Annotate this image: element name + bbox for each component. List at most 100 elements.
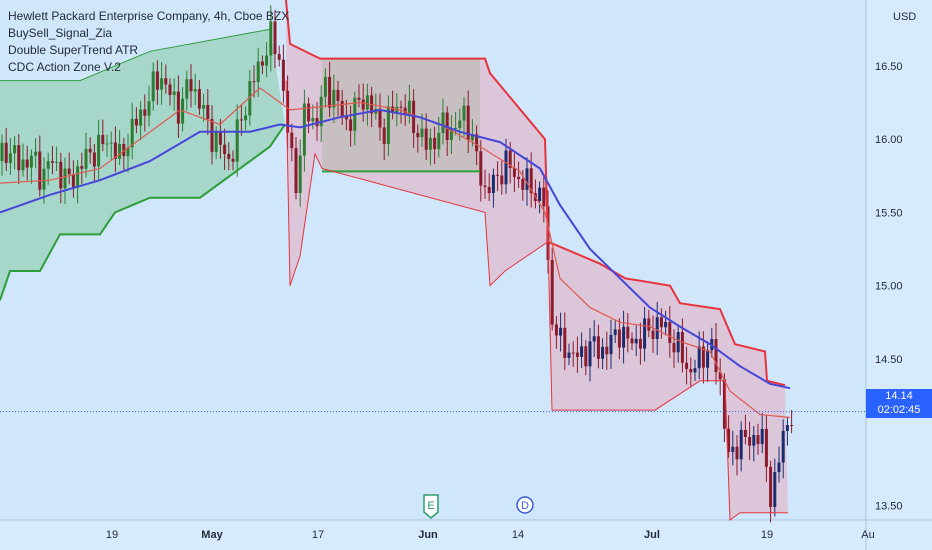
candle-body <box>601 346 605 359</box>
candle-body <box>790 425 794 427</box>
candle-body <box>113 142 117 159</box>
candle-body <box>760 428 764 445</box>
candle-body <box>97 134 101 167</box>
candle-body <box>382 127 386 144</box>
candle-body <box>613 329 617 335</box>
candle-body <box>206 104 210 119</box>
candle-body <box>0 142 4 162</box>
candle-body <box>470 134 474 141</box>
price-tick-label: 16.50 <box>875 61 903 73</box>
candle-body <box>101 134 105 145</box>
candle-body <box>323 76 327 97</box>
last-price-label: 14.14 02:02:45 <box>866 389 932 418</box>
candle-body <box>659 317 663 328</box>
candle-body <box>294 148 298 194</box>
candle-body <box>735 446 739 460</box>
candle-body <box>622 326 626 348</box>
candle-body <box>441 112 445 133</box>
candle-body <box>529 168 533 194</box>
candle-body <box>130 118 134 148</box>
candle-body <box>122 143 126 157</box>
candle-body <box>139 109 143 126</box>
time-tick-label: 14 <box>512 529 524 541</box>
candle-body <box>592 336 596 342</box>
candle-body <box>752 434 756 446</box>
chart-legend: Hewlett Packard Enterprise Company, 4h, … <box>8 8 289 76</box>
candle-body <box>202 104 206 109</box>
candle-body <box>286 90 290 133</box>
candle-body <box>769 466 773 508</box>
earnings-marker <box>423 494 439 519</box>
candle-body <box>399 106 403 108</box>
candle-body <box>508 150 512 169</box>
indicator-supertrend[interactable]: Double SuperTrend ATR <box>8 43 139 57</box>
candle-body <box>42 168 46 190</box>
candle-body <box>584 346 588 367</box>
candle-body <box>630 338 634 344</box>
supertrend-red-fill-0 <box>286 0 788 520</box>
candle-body <box>428 137 432 150</box>
candle-body <box>756 434 760 445</box>
candle-body <box>336 89 340 101</box>
ema-fast-line <box>0 87 791 419</box>
candle-body <box>575 352 579 357</box>
time-tick-label: 19 <box>761 529 773 541</box>
candle-body <box>479 151 483 186</box>
candle-body <box>706 350 710 368</box>
candle-body <box>731 446 735 452</box>
candle-body <box>151 71 155 102</box>
candle-body <box>743 429 747 437</box>
candle-body <box>214 132 218 152</box>
candle-body <box>693 368 697 373</box>
time-tick-label: Au <box>861 529 874 541</box>
candle-body <box>227 153 231 159</box>
candle-body <box>197 89 201 109</box>
time-tick-label: 17 <box>312 529 324 541</box>
candle-body <box>92 152 96 167</box>
candle-body <box>676 332 680 353</box>
candle-body <box>433 137 437 150</box>
candle-body <box>672 342 676 353</box>
candle-body <box>617 329 621 348</box>
indicator-cdc[interactable]: CDC Action Zone V.2 <box>8 60 121 74</box>
dividend-marker <box>516 496 534 514</box>
candle-body <box>118 143 122 159</box>
candle-body <box>55 161 59 163</box>
candle-body <box>407 100 411 115</box>
candle-body <box>168 84 172 95</box>
currency-label: USD <box>893 11 916 23</box>
candle-body <box>525 168 529 190</box>
candle-body <box>134 118 138 126</box>
candle-body <box>4 142 8 164</box>
candle-body <box>265 55 269 66</box>
candle-body <box>777 462 781 473</box>
candle-body <box>17 145 21 171</box>
candle-body <box>248 81 252 116</box>
price-axis-panel <box>866 0 932 550</box>
candle-body <box>365 95 369 110</box>
candle-body <box>458 120 462 128</box>
candle-body <box>521 179 525 190</box>
candle-body <box>344 115 348 120</box>
candle-body <box>290 132 294 149</box>
candle-body <box>357 97 361 100</box>
bar-countdown: 02:02:45 <box>877 404 921 416</box>
candle-body <box>252 81 256 83</box>
time-tick-label: 19 <box>106 529 118 541</box>
candle-body <box>588 341 592 367</box>
candle-body <box>160 78 164 90</box>
indicator-buysell[interactable]: BuySell_Signal_Zia <box>8 26 113 40</box>
candle-body <box>764 428 768 467</box>
candle-body <box>542 187 546 207</box>
candle-body <box>571 352 575 354</box>
ema-slow-line <box>0 108 791 390</box>
candle-body <box>424 128 428 150</box>
candle-body <box>739 429 743 460</box>
candle-body <box>155 71 159 90</box>
candle-body <box>491 174 495 193</box>
candle-body <box>512 168 516 177</box>
candle-body <box>517 176 521 180</box>
candle-body <box>59 161 63 189</box>
